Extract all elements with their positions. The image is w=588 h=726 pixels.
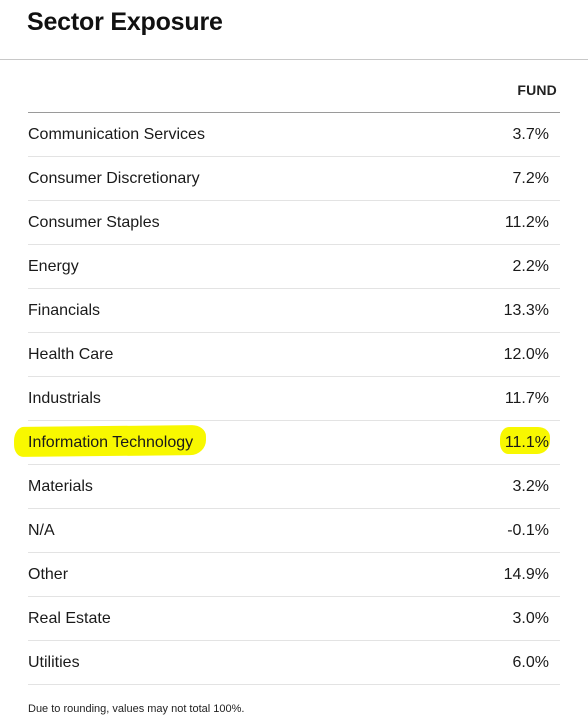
table-row: N/A -0.1%	[28, 509, 560, 553]
sector-value: 11.7%	[504, 390, 549, 407]
sector-value: 11.2%	[504, 214, 549, 231]
sector-name: Materials	[28, 478, 93, 495]
sector-name: Information Technology	[28, 434, 194, 451]
table-row: Communication Services 3.7%	[28, 113, 560, 157]
table-row: Utilities 6.0%	[28, 641, 560, 685]
page-title: Sector Exposure	[27, 8, 223, 36]
sector-value: 13.3%	[503, 302, 549, 319]
table-row: Energy 2.2%	[28, 245, 560, 289]
sector-name: Health Care	[28, 346, 114, 363]
sector-name: Other	[28, 566, 69, 583]
sector-value: 14.9%	[503, 566, 549, 583]
sector-name: Financials	[28, 302, 101, 319]
table-row: Industrials 11.7%	[28, 377, 560, 421]
table-row: Financials 13.3%	[28, 289, 560, 333]
rounding-footnote: Due to rounding, values may not total 10…	[28, 703, 245, 715]
sector-value: 3.0%	[512, 610, 549, 627]
sector-name: Consumer Discretionary	[28, 170, 200, 187]
column-header-fund: FUND	[517, 82, 557, 98]
sector-value: 3.2%	[512, 478, 549, 495]
sector-name: Communication Services	[28, 126, 205, 143]
table-row: Real Estate 3.0%	[28, 597, 560, 641]
sector-value: 3.7%	[512, 126, 549, 143]
sector-exposure-table: FUND Communication Services 3.7% Consume…	[28, 68, 560, 685]
sector-name: Utilities	[28, 654, 80, 671]
table-row: Consumer Discretionary 7.2%	[28, 157, 560, 201]
header-divider	[0, 59, 588, 60]
sector-name: Industrials	[28, 390, 101, 407]
sector-name: Energy	[28, 258, 79, 275]
table-row: Other 14.9%	[28, 553, 560, 597]
sector-name: Real Estate	[28, 610, 111, 627]
sector-name: N/A	[28, 522, 55, 539]
sector-value: 6.0%	[512, 654, 549, 671]
sector-value: 12.0%	[503, 346, 549, 363]
table-row: Materials 3.2%	[28, 465, 560, 509]
sector-value: 11.1%	[504, 434, 549, 451]
table-row: Health Care 12.0%	[28, 333, 560, 377]
table-header: FUND	[28, 68, 560, 113]
sector-value: 7.2%	[512, 170, 549, 187]
highlight-marker-value	[500, 427, 550, 454]
sector-name: Consumer Staples	[28, 214, 160, 231]
table-row: Consumer Staples 11.2%	[28, 201, 560, 245]
sector-value: 2.2%	[512, 258, 549, 275]
sector-value: -0.1%	[507, 522, 549, 539]
table-row-highlighted: Information Technology 11.1%	[28, 421, 560, 465]
